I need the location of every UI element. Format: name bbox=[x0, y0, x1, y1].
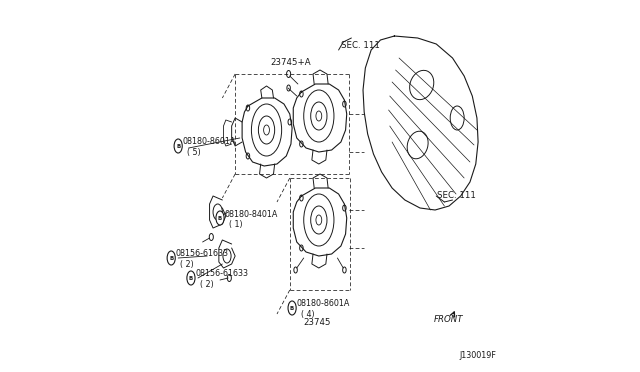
Ellipse shape bbox=[216, 211, 224, 225]
Text: SEC. 111: SEC. 111 bbox=[437, 192, 476, 201]
Text: SEC. 111: SEC. 111 bbox=[341, 41, 380, 50]
Text: B: B bbox=[189, 276, 193, 280]
Ellipse shape bbox=[167, 251, 175, 265]
Text: ( 2): ( 2) bbox=[200, 279, 214, 289]
Text: 08156-61633: 08156-61633 bbox=[196, 269, 248, 279]
Text: ( 2): ( 2) bbox=[180, 260, 195, 269]
Text: ( 4): ( 4) bbox=[301, 310, 315, 318]
Text: 08180-8601A: 08180-8601A bbox=[183, 138, 236, 147]
Text: B: B bbox=[290, 305, 294, 311]
Text: 08180-8601A: 08180-8601A bbox=[297, 299, 350, 308]
Text: 23745: 23745 bbox=[303, 318, 331, 327]
Text: B: B bbox=[176, 144, 180, 148]
Ellipse shape bbox=[187, 271, 195, 285]
Text: ( 1): ( 1) bbox=[229, 219, 243, 228]
Text: FRONT: FRONT bbox=[434, 315, 463, 324]
Ellipse shape bbox=[174, 139, 182, 153]
Ellipse shape bbox=[288, 301, 296, 315]
Text: 23745+A: 23745+A bbox=[271, 58, 311, 67]
Text: B: B bbox=[169, 256, 173, 260]
Text: 08156-61633: 08156-61633 bbox=[176, 250, 229, 259]
Text: B: B bbox=[218, 215, 222, 221]
Text: 08180-8401A: 08180-8401A bbox=[225, 209, 278, 218]
Text: J130019F: J130019F bbox=[460, 351, 497, 360]
Text: ( 5): ( 5) bbox=[188, 148, 201, 157]
